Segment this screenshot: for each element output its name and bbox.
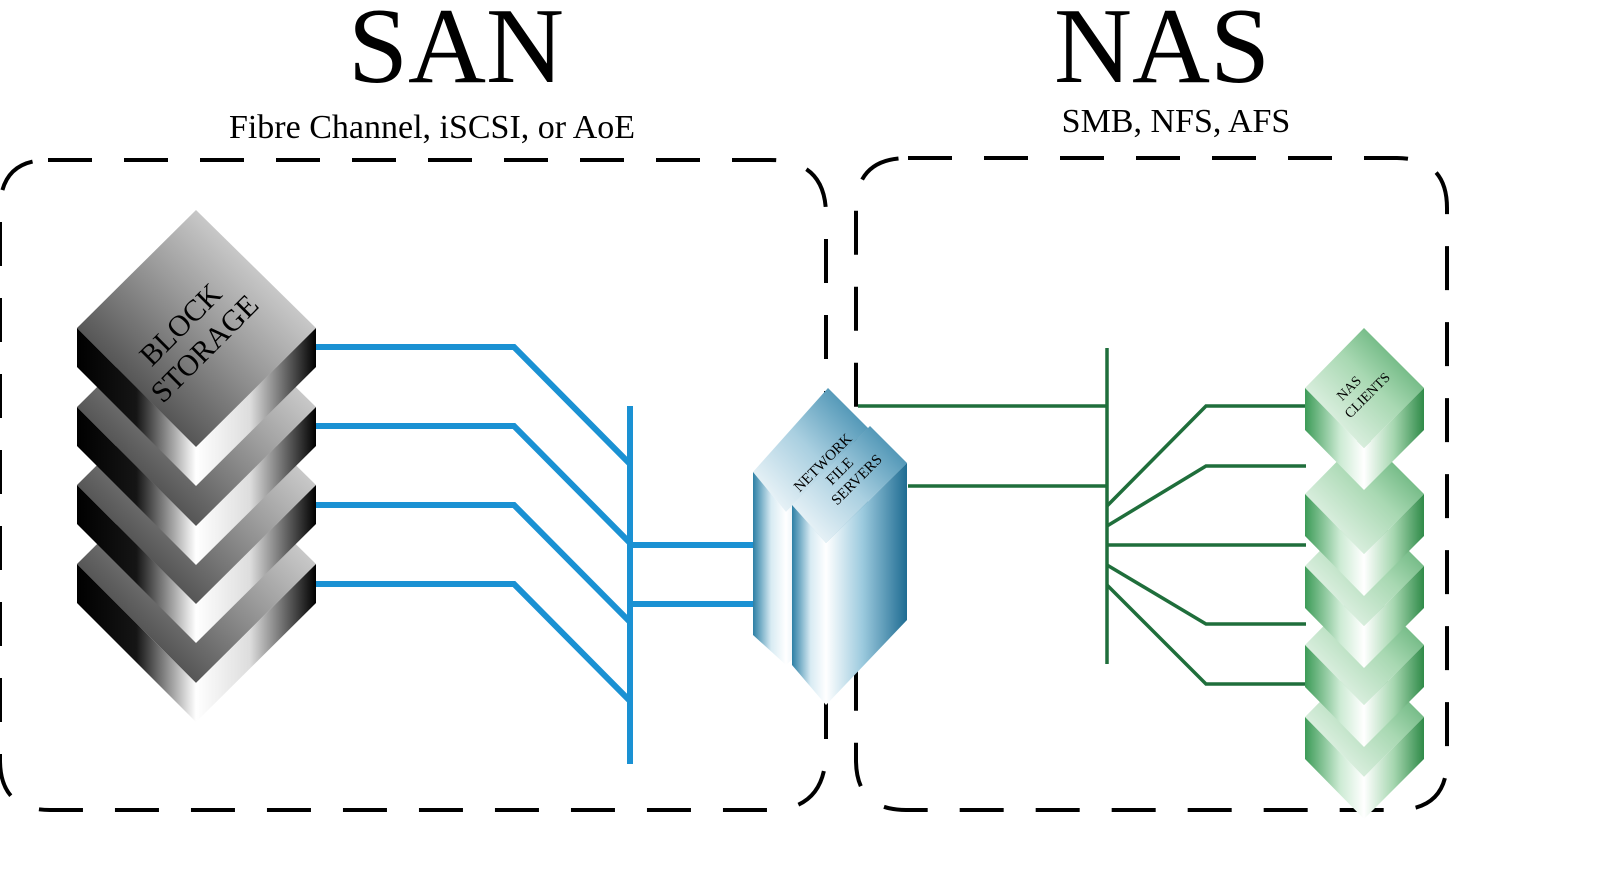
network-file-servers: NETWORK FILE SERVERS — [753, 388, 907, 705]
nas-clients-stack: NAS CLIENTS — [1305, 328, 1424, 819]
nas-client-link-1 — [1105, 404, 1306, 508]
san-fabric — [316, 344, 810, 764]
san-title: SAN — [348, 0, 564, 106]
block-storage-stack: BLOCK STORAGE — [77, 210, 316, 722]
storage-unit-1 — [77, 210, 316, 486]
nas-network — [858, 348, 1306, 686]
nas-client-link-5 — [1105, 583, 1306, 686]
san-link-4 — [316, 581, 633, 704]
file-server-front — [792, 426, 907, 705]
san-boundary — [0, 158, 828, 812]
san-link-1 — [316, 344, 633, 467]
nas-title: NAS — [1054, 0, 1270, 106]
nas-client-link-2 — [1106, 464, 1306, 528]
san-subtitle: Fibre Channel, iSCSI, or AoE — [229, 109, 635, 146]
nas-client-1 — [1305, 328, 1424, 490]
nas-client-link-4 — [1106, 563, 1306, 626]
nas-client-2 — [1305, 434, 1424, 596]
nas-subtitle: SMB, NFS, AFS — [1062, 103, 1291, 140]
nas-boundary — [854, 156, 1449, 812]
san-link-2 — [316, 423, 633, 546]
san-link-3 — [316, 502, 633, 625]
